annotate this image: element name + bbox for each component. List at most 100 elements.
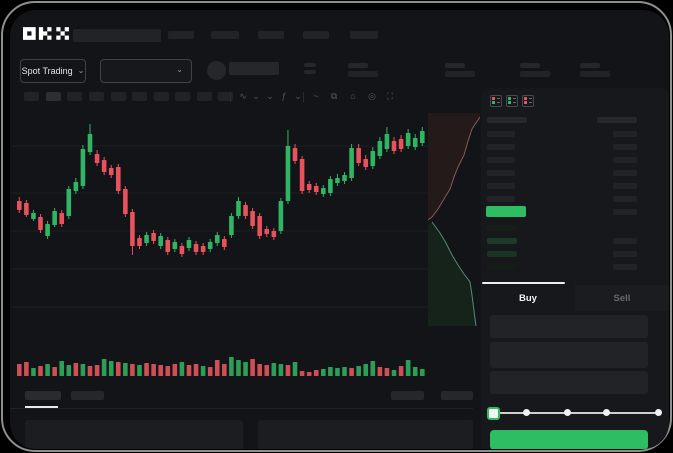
ask-price-bar-5 (487, 196, 515, 202)
order-input-field-1[interactable] (490, 342, 648, 368)
toolbar-button-5[interactable] (132, 92, 147, 101)
slider-dot-3[interactable] (603, 409, 610, 416)
order-input-field-2[interactable] (490, 371, 648, 394)
bottom-tabs-divider (10, 408, 473, 409)
nav-placeholder-2[interactable] (211, 31, 239, 39)
alert-icon[interactable]: ◎ (368, 90, 376, 101)
indicators-icon[interactable]: ƒ (281, 91, 287, 101)
nav-placeholder-1[interactable] (168, 31, 194, 39)
bottom-tab-bar-3[interactable] (441, 391, 473, 400)
tab-buy[interactable]: Buy (519, 292, 537, 304)
book-asks-icon-lines (529, 98, 532, 99)
toolbar-button-9[interactable] (218, 92, 233, 101)
ask-price-bar-3 (487, 170, 515, 176)
ticker-label-bar-3 (580, 63, 600, 68)
amount-slider-track[interactable] (493, 412, 658, 414)
bottom-tab-bar-1[interactable] (71, 391, 104, 400)
bottom-tab-bar-2[interactable] (391, 391, 424, 400)
nav-placeholder-5[interactable] (350, 31, 378, 39)
chevron-down-icon: ⌄ (77, 66, 85, 75)
bottom-tab-bar-0[interactable] (25, 391, 61, 400)
slider-dot-1[interactable] (523, 409, 530, 416)
bid-price-bar-1 (487, 238, 517, 244)
toolbar-button-0[interactable] (24, 92, 39, 101)
ask-amount-bar-0 (613, 131, 637, 137)
candlestick-chart[interactable] (11, 111, 481, 390)
ticker-label-bar-0 (348, 63, 368, 68)
book-asks-icon-bottom-mark (524, 101, 527, 104)
book-all-icon-lines (497, 98, 500, 99)
toolbar-button-3[interactable] (89, 92, 104, 101)
tab-sell[interactable]: Sell (575, 285, 669, 311)
overlay-icon[interactable]: ~ (313, 91, 319, 101)
book-header-bar-0 (487, 117, 527, 123)
toolbar-button-6[interactable] (154, 92, 169, 101)
ticker-label-bar-1 (445, 63, 465, 68)
book-all-icon[interactable] (490, 95, 502, 107)
bid-price-bar-0 (487, 225, 517, 231)
toolbar-button-1[interactable] (46, 92, 61, 101)
toolbar-separator-0 (230, 92, 231, 102)
ask-amount-bar-1 (613, 144, 637, 150)
market-selector-button[interactable]: Spot Trading ⌄ (20, 59, 86, 83)
indicators-chevron-icon[interactable]: ⌄ (294, 90, 302, 101)
fullscreen-icon[interactable]: ⛶ (386, 90, 394, 101)
ask-amount-bar-extra (613, 209, 637, 215)
chart-type-chevron-icon[interactable]: ⌄ (252, 90, 260, 101)
ticker-value-bar-1 (445, 71, 475, 77)
bottom-table-panel-0 (25, 420, 243, 449)
interval-chevron-icon[interactable]: ⌄ (266, 90, 274, 101)
ticker-value-bar-2 (520, 71, 550, 77)
nav-placeholder-4[interactable] (303, 31, 329, 39)
camera-icon[interactable]: ⌂ (350, 91, 356, 101)
top-nav (10, 10, 669, 56)
ticker-value-bar-3 (580, 71, 610, 77)
market-selector-label: Spot Trading (21, 66, 73, 76)
toolbar-button-8[interactable] (197, 92, 212, 101)
nav-placeholder-3[interactable] (258, 31, 284, 39)
compare-icon[interactable]: ⧉ (330, 90, 338, 101)
slider-dot-4[interactable] (655, 409, 662, 416)
bid-amount-bar-1 (613, 251, 637, 257)
book-header-bar-1 (597, 117, 637, 123)
book-bids-icon-lines2 (513, 102, 516, 103)
last-price-badge[interactable] (486, 206, 526, 217)
toolbar-button-4[interactable] (111, 92, 126, 101)
ask-amount-bar-4 (613, 183, 637, 189)
ask-amount-bar-3 (613, 170, 637, 176)
pair-dropdown[interactable]: ⌄ (100, 59, 192, 83)
book-all-icon-bottom-mark (492, 101, 495, 104)
active-tab-indicator (482, 282, 565, 284)
slider-handle-selected[interactable] (487, 407, 500, 420)
ticker-value-bar-0 (348, 71, 378, 77)
app-screen: Spot Trading ⌄ ⌄ Buy Sell ∿ ⌄ ⌄ ƒ ⌄ ~ ⧉ ⌂ ◎ ⛶ (10, 10, 669, 449)
book-asks-icon[interactable] (522, 95, 534, 107)
ask-amount-bar-2 (613, 157, 637, 163)
bid-amount-bar-0 (613, 238, 637, 244)
ask-price-bar-4 (487, 183, 515, 189)
chart-type-icon[interactable]: ∿ (239, 90, 247, 101)
book-all-icon-top-mark (492, 97, 495, 100)
toolbar-separator-1 (303, 92, 304, 102)
slider-dot-2[interactable] (564, 409, 571, 416)
confirm-order-button[interactable] (490, 430, 648, 449)
header-stat-bar-2 (304, 70, 316, 74)
header-stat-bar-1 (304, 63, 316, 67)
header-stat-bar-0 (229, 62, 279, 75)
book-bids-icon-bottom-mark (508, 101, 511, 104)
toolbar-button-7[interactable] (175, 92, 190, 101)
toolbar-button-2[interactable] (67, 92, 82, 101)
book-all-icon-lines2 (497, 102, 500, 103)
ticker-label-bar-2 (520, 63, 540, 68)
book-bids-icon-top-mark (508, 97, 511, 100)
bottom-table-panel-1 (258, 420, 473, 449)
order-input-field-0[interactable] (490, 315, 648, 338)
book-bids-icon[interactable] (506, 95, 518, 107)
chevron-down-icon: ⌄ (176, 65, 183, 74)
okx-logo-icon[interactable] (23, 27, 69, 40)
ask-price-bar-1 (487, 144, 515, 150)
order-book-panel: Buy Sell (481, 88, 669, 449)
ask-amount-bar-5 (613, 196, 637, 202)
bid-amount-bar-2 (613, 264, 637, 270)
coin-avatar (207, 61, 226, 80)
